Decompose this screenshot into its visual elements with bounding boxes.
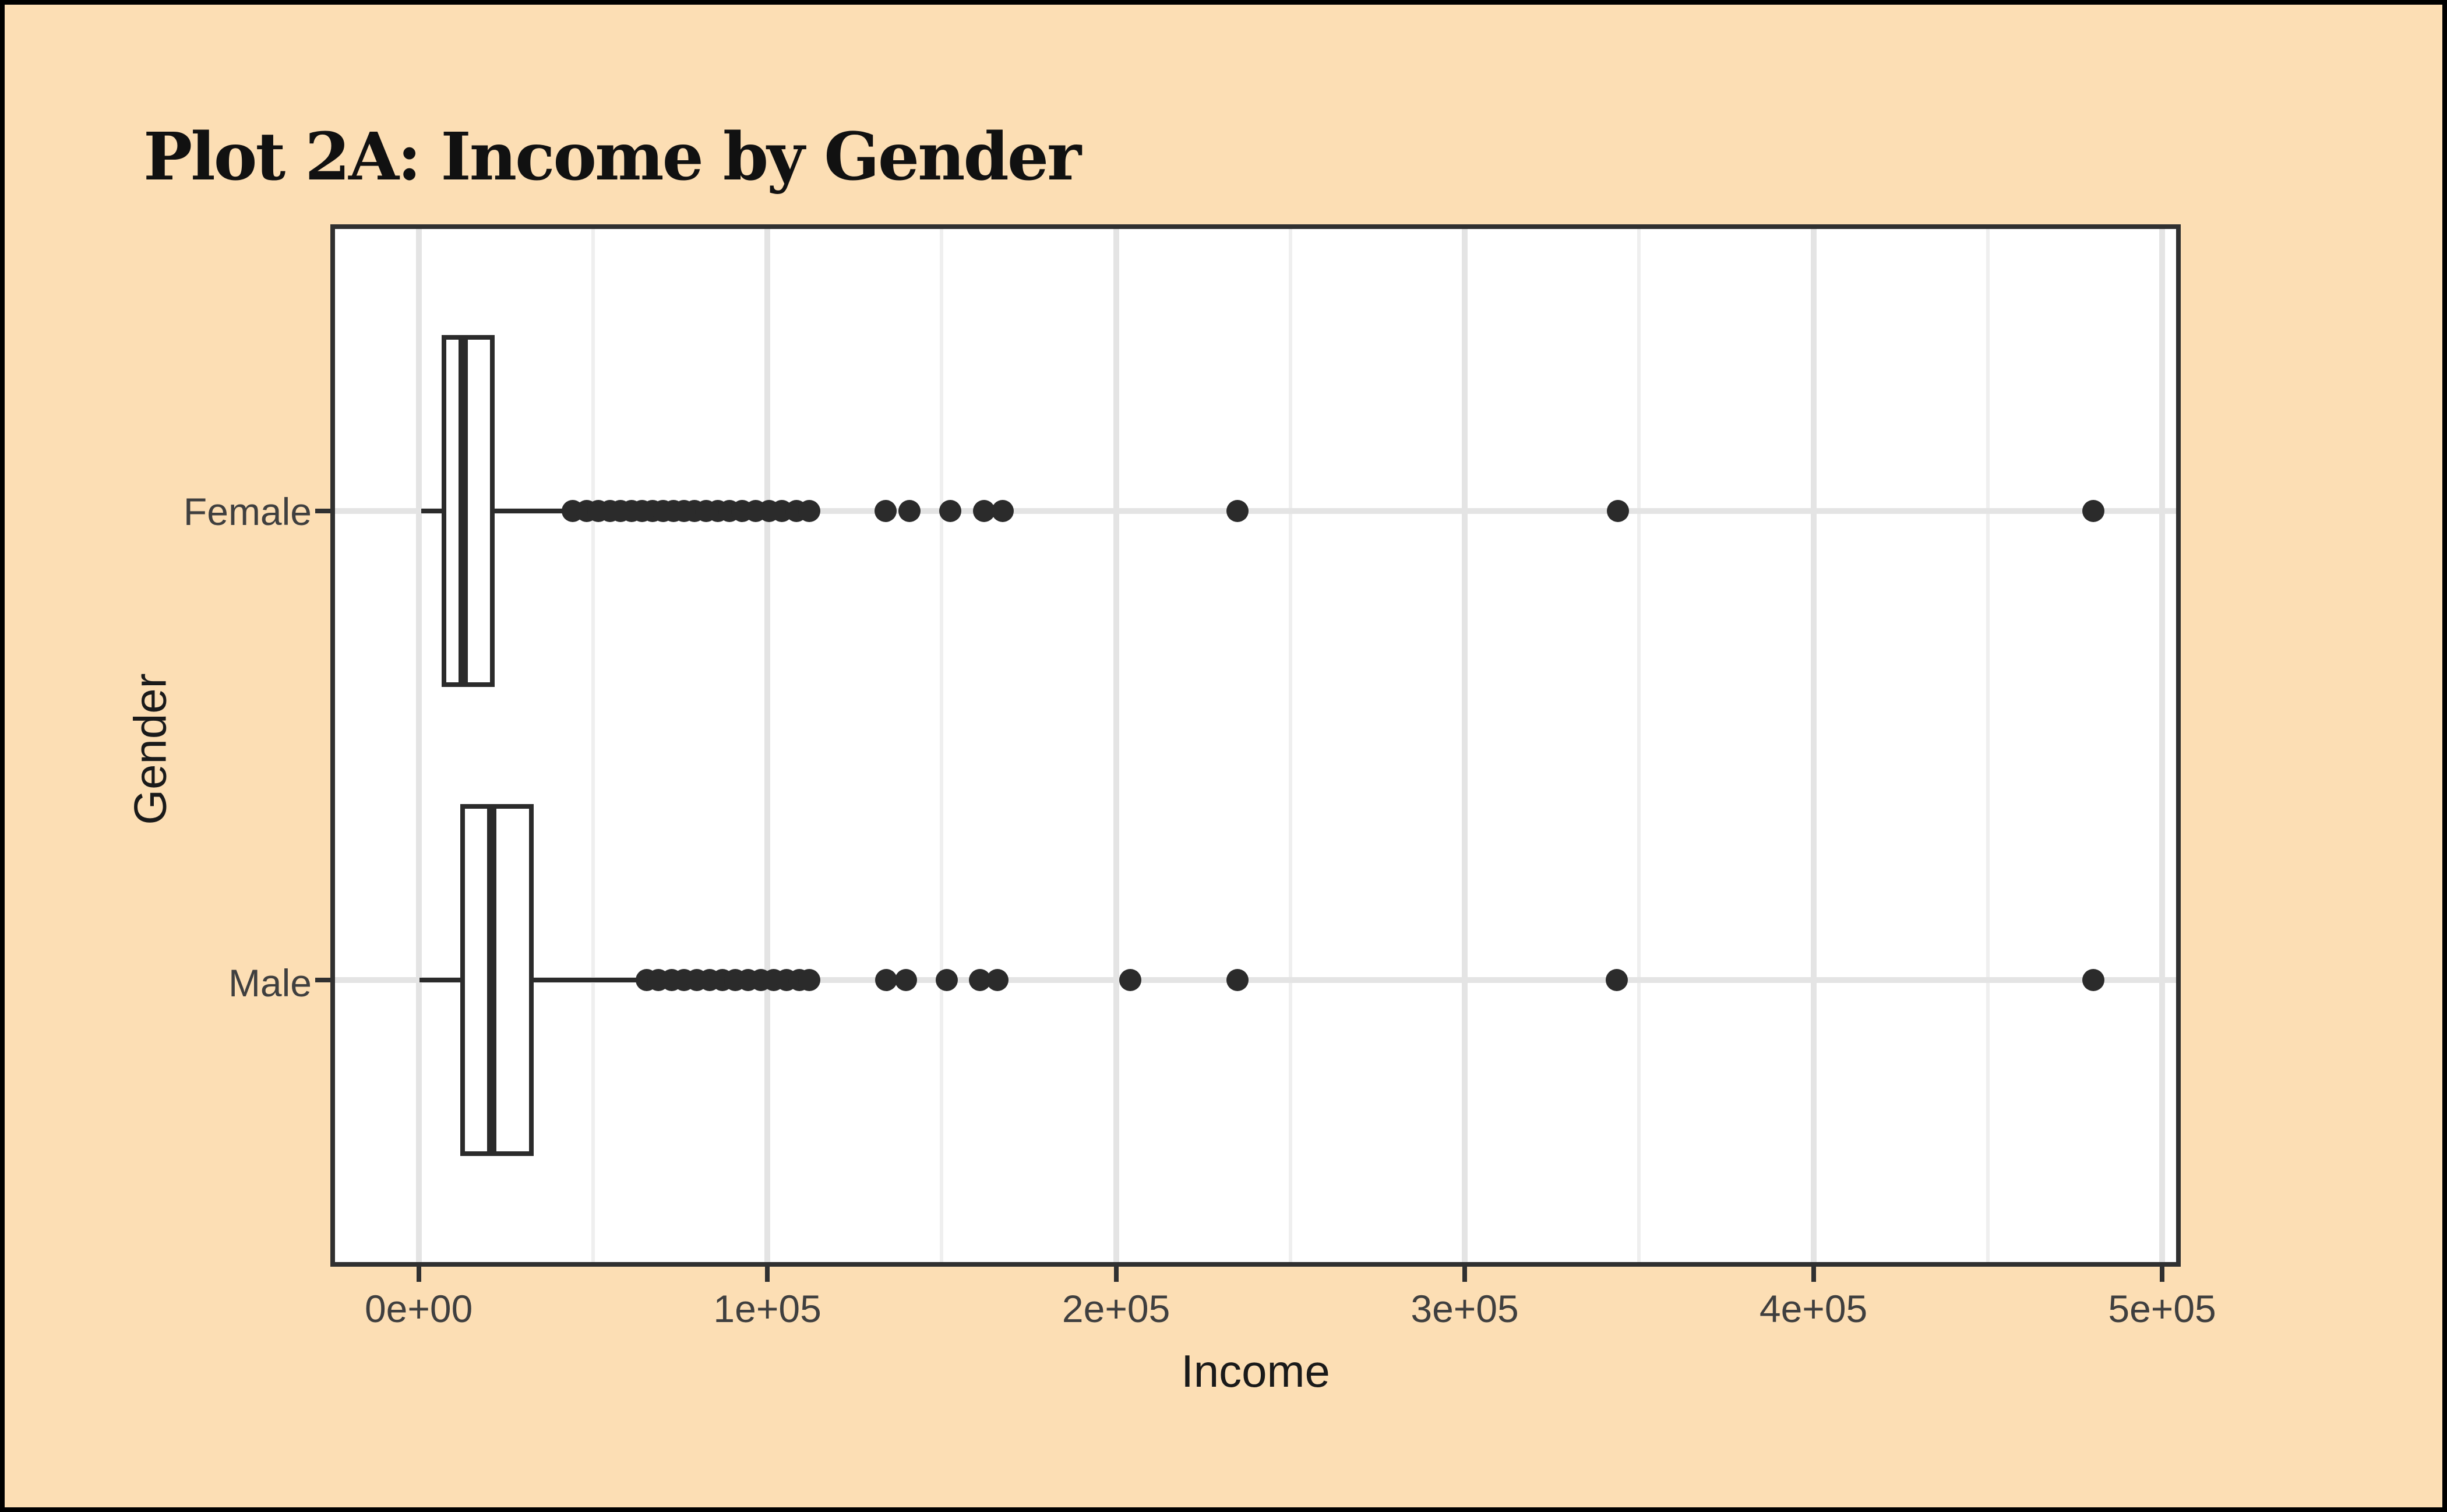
gridline-major-vertical [1810, 229, 1817, 1262]
outlier-point-male [1606, 968, 1628, 991]
gridline-minor-vertical [1637, 229, 1641, 1262]
gridline-minor-vertical [1288, 229, 1292, 1262]
outlier-point-male [935, 968, 958, 991]
box-male [460, 803, 534, 1156]
x-tick-label: 5e+05 [2108, 1287, 2216, 1330]
x-axis-title: Income [1181, 1345, 1330, 1397]
outlier-point-male [2082, 968, 2105, 991]
y-axis-title: Gender [124, 673, 176, 825]
outlier-point-male [875, 968, 898, 991]
gridline-major-vertical [764, 229, 771, 1262]
whisker-high-female [495, 509, 565, 514]
x-tick-label: 2e+05 [1062, 1287, 1170, 1330]
x-tick-label: 4e+05 [1759, 1287, 1868, 1330]
median-line-male [487, 803, 497, 1156]
x-tick-label: 3e+05 [1411, 1287, 1519, 1330]
outlier-point-female [875, 500, 897, 523]
outlier-point-female [991, 500, 1014, 523]
x-axis-tick [1462, 1267, 1468, 1282]
plot-title: Plot 2A: Income by Gender [143, 119, 1081, 195]
outlier-point-female [1226, 500, 1249, 523]
outlier-point-female [1606, 500, 1629, 523]
gridline-major-vertical [1113, 229, 1119, 1262]
y-category-label-female: Female [183, 490, 312, 533]
outlier-point-male [894, 968, 917, 991]
x-tick-label: 1e+05 [713, 1287, 821, 1330]
x-axis-tick [1811, 1267, 1816, 1282]
gridline-major-vertical [2159, 229, 2166, 1262]
outlier-point-male [986, 968, 1009, 991]
y-axis-tick [315, 509, 330, 514]
x-axis-tick [2160, 1267, 2165, 1282]
gridline-major-horizontal [335, 508, 2176, 514]
y-axis-tick [315, 977, 330, 982]
outlier-point-male [798, 968, 820, 991]
median-line-female [459, 335, 468, 688]
gridline-major-horizontal [335, 977, 2176, 983]
x-axis-tick [765, 1267, 770, 1282]
plot-panel [330, 224, 2181, 1267]
gridline-major-vertical [1462, 229, 1468, 1262]
box-female [441, 335, 495, 688]
y-category-label-male: Male [228, 961, 312, 1005]
gridline-minor-vertical [1986, 229, 1990, 1262]
whisker-low-female [421, 509, 442, 514]
gridline-major-vertical [415, 229, 422, 1262]
gridline-minor-vertical [591, 229, 595, 1262]
whisker-high-male [533, 977, 637, 982]
whisker-low-male [419, 977, 460, 982]
gridline-minor-vertical [940, 229, 944, 1262]
outlier-point-female [2082, 500, 2105, 523]
outlier-point-female [898, 500, 921, 523]
outlier-point-male [1119, 968, 1141, 991]
x-tick-label: 0e+00 [364, 1287, 473, 1330]
x-axis-tick [1113, 1267, 1119, 1282]
outlier-point-female [798, 500, 820, 523]
outlier-point-female [972, 500, 995, 523]
x-axis-tick [416, 1267, 421, 1282]
outlier-point-female [939, 500, 961, 523]
outlier-point-male [1226, 968, 1249, 991]
